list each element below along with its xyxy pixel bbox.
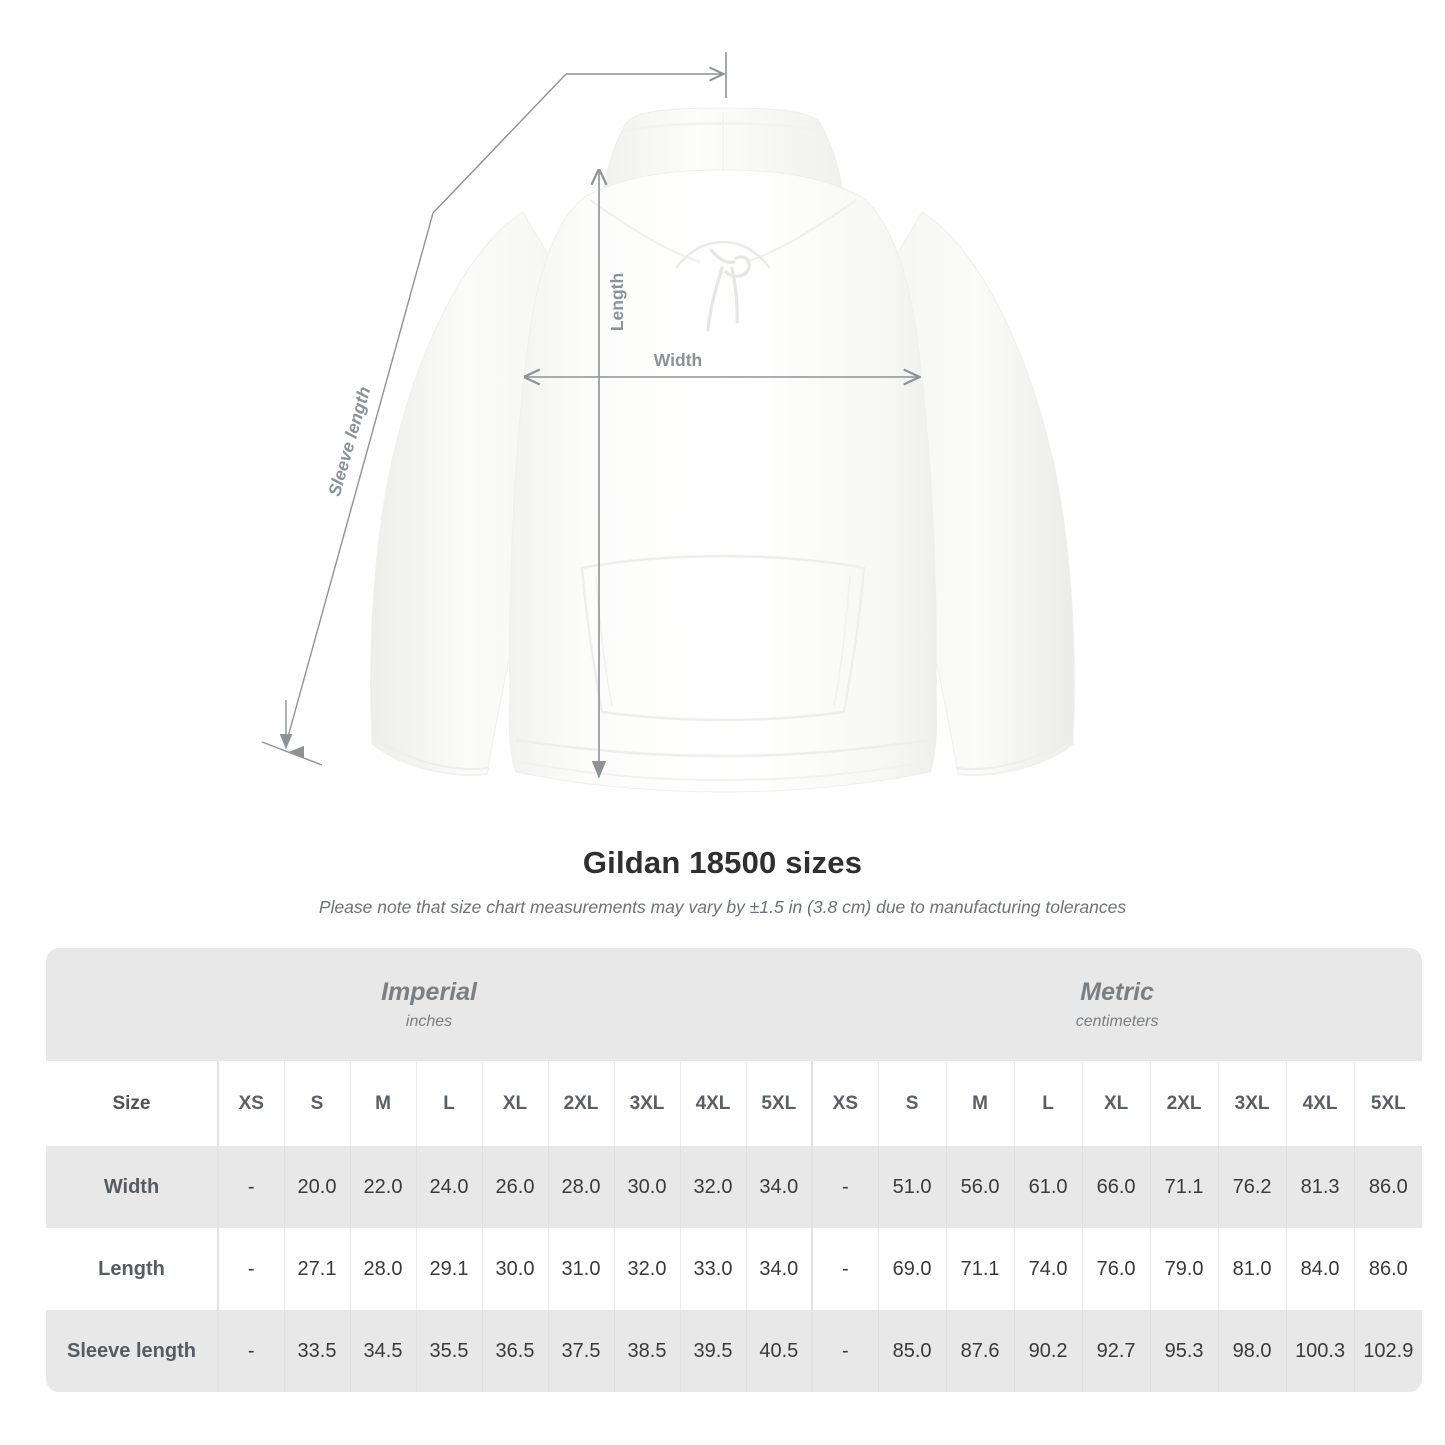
- sleeve-imperial-xl: 36.5: [482, 1310, 549, 1392]
- header-metric-3xl: 3XL: [1218, 1061, 1287, 1146]
- sleeve-imperial-4xl: 39.5: [680, 1310, 747, 1392]
- sleeve-metric-4xl: 100.3: [1286, 1310, 1355, 1392]
- length-imperial-l: 29.1: [416, 1228, 483, 1310]
- width-metric-2xl: 71.1: [1150, 1146, 1219, 1228]
- sleeve-metric-2xl: 95.3: [1150, 1310, 1219, 1392]
- hoodie-diagram: Width Length Sleeve length: [261, 52, 1075, 793]
- length-imperial-2xl: 31.0: [548, 1228, 615, 1310]
- header-imperial-4xl: 4XL: [680, 1061, 747, 1146]
- width-imperial-3xl: 30.0: [614, 1146, 681, 1228]
- imperial-unit-cell: Imperial inches: [46, 948, 813, 1061]
- sleeve-imperial-5xl: 40.5: [746, 1310, 814, 1392]
- length-imperial-xl: 30.0: [482, 1228, 549, 1310]
- sleeve-metric-5xl: 102.9: [1354, 1310, 1423, 1392]
- width-metric-5xl: 86.0: [1354, 1146, 1423, 1228]
- sleeve-imperial-s: 33.5: [284, 1310, 351, 1392]
- length-label: Length: [607, 273, 627, 331]
- sleeve-length-label: Sleeve length: [324, 384, 374, 498]
- length-imperial-3xl: 32.0: [614, 1228, 681, 1310]
- header-imperial-3xl: 3XL: [614, 1061, 681, 1146]
- unit-header-row: Imperial inches Metric centimeters: [46, 948, 1423, 1061]
- header-imperial-xs: XS: [218, 1061, 285, 1146]
- sleeve-imperial-xs: -: [218, 1310, 285, 1392]
- width-metric-4xl: 81.3: [1286, 1146, 1355, 1228]
- size-table-wrapper: Imperial inches Metric centimeters Size …: [46, 948, 1423, 1392]
- width-label: Width: [654, 350, 702, 370]
- header-metric-5xl: 5XL: [1354, 1061, 1423, 1146]
- width-imperial-2xl: 28.0: [548, 1146, 615, 1228]
- length-metric-s: 69.0: [878, 1228, 947, 1310]
- length-metric-xs: -: [812, 1228, 879, 1310]
- header-metric-xs: XS: [812, 1061, 879, 1146]
- imperial-unit-name: Imperial: [381, 978, 477, 1007]
- header-metric-xl: XL: [1082, 1061, 1151, 1146]
- header-imperial-2xl: 2XL: [548, 1061, 615, 1146]
- length-metric-5xl: 86.0: [1354, 1228, 1423, 1310]
- metric-unit-name: Metric: [1080, 978, 1154, 1007]
- row-label-sleeve-length: Sleeve length: [46, 1310, 219, 1392]
- row-label-width: Width: [46, 1146, 219, 1228]
- header-imperial-5xl: 5XL: [746, 1061, 814, 1146]
- sleeve-metric-xs: -: [812, 1310, 879, 1392]
- metric-unit-cell: Metric centimeters: [812, 948, 1423, 1061]
- table-row-length: Length - 27.1 28.0 29.1 30.0 31.0 32.0 3…: [46, 1228, 1423, 1310]
- table-row-sleeve-length: Sleeve length - 33.5 34.5 35.5 36.5 37.5…: [46, 1310, 1423, 1392]
- header-imperial-m: M: [350, 1061, 417, 1146]
- width-metric-xl: 66.0: [1082, 1146, 1151, 1228]
- sleeve-imperial-l: 35.5: [416, 1310, 483, 1392]
- header-metric-s: S: [878, 1061, 947, 1146]
- length-imperial-xs: -: [218, 1228, 285, 1310]
- header-imperial-s: S: [284, 1061, 351, 1146]
- length-metric-m: 71.1: [946, 1228, 1015, 1310]
- sleeve-metric-xl: 92.7: [1082, 1310, 1151, 1392]
- header-imperial-xl: XL: [482, 1061, 549, 1146]
- sleeve-length-annotation: [261, 52, 727, 766]
- width-imperial-m: 22.0: [350, 1146, 417, 1228]
- sleeve-metric-l: 90.2: [1014, 1310, 1083, 1392]
- row-label-length: Length: [46, 1228, 219, 1310]
- sleeve-imperial-m: 34.5: [350, 1310, 417, 1392]
- table-row-width: Width - 20.0 22.0 24.0 26.0 28.0 30.0 32…: [46, 1146, 1423, 1228]
- length-metric-3xl: 81.0: [1218, 1228, 1287, 1310]
- page-title: Gildan 18500 sizes: [582, 845, 863, 880]
- size-table: Imperial inches Metric centimeters Size …: [46, 948, 1423, 1392]
- width-metric-l: 61.0: [1014, 1146, 1083, 1228]
- hoodie-garment: [370, 107, 1075, 793]
- header-metric-l: L: [1014, 1061, 1083, 1146]
- width-imperial-s: 20.0: [284, 1146, 351, 1228]
- header-metric-2xl: 2XL: [1150, 1061, 1219, 1146]
- sleeve-metric-3xl: 98.0: [1218, 1310, 1287, 1392]
- product-illustration: Width Length Sleeve length: [261, 52, 1075, 793]
- width-metric-s: 51.0: [878, 1146, 947, 1228]
- sleeve-imperial-2xl: 37.5: [548, 1310, 615, 1392]
- width-imperial-xs: -: [218, 1146, 285, 1228]
- header-metric-4xl: 4XL: [1286, 1061, 1355, 1146]
- header-imperial-l: L: [416, 1061, 483, 1146]
- length-imperial-5xl: 34.0: [746, 1228, 814, 1310]
- width-imperial-4xl: 32.0: [680, 1146, 747, 1228]
- length-metric-xl: 76.0: [1082, 1228, 1151, 1310]
- size-header-row: Size XS S M L XL 2XL 3XL 4XL 5XL XS S M …: [46, 1061, 1423, 1146]
- metric-unit-sub: centimeters: [1075, 1012, 1159, 1030]
- tolerance-note: Please note that size chart measurements…: [318, 897, 1127, 917]
- sleeve-imperial-3xl: 38.5: [614, 1310, 681, 1392]
- width-metric-xs: -: [812, 1146, 879, 1228]
- header-size-label: Size: [46, 1061, 219, 1146]
- width-metric-3xl: 76.2: [1218, 1146, 1287, 1228]
- width-imperial-xl: 26.0: [482, 1146, 549, 1228]
- header-metric-m: M: [946, 1061, 1015, 1146]
- width-imperial-l: 24.0: [416, 1146, 483, 1228]
- width-imperial-5xl: 34.0: [746, 1146, 814, 1228]
- imperial-unit-sub: inches: [405, 1012, 453, 1030]
- length-imperial-s: 27.1: [284, 1228, 351, 1310]
- length-metric-4xl: 84.0: [1286, 1228, 1355, 1310]
- length-metric-l: 74.0: [1014, 1228, 1083, 1310]
- length-imperial-m: 28.0: [350, 1228, 417, 1310]
- length-metric-2xl: 79.0: [1150, 1228, 1219, 1310]
- width-metric-m: 56.0: [946, 1146, 1015, 1228]
- length-imperial-4xl: 33.0: [680, 1228, 747, 1310]
- sleeve-metric-s: 85.0: [878, 1310, 947, 1392]
- sleeve-metric-m: 87.6: [946, 1310, 1015, 1392]
